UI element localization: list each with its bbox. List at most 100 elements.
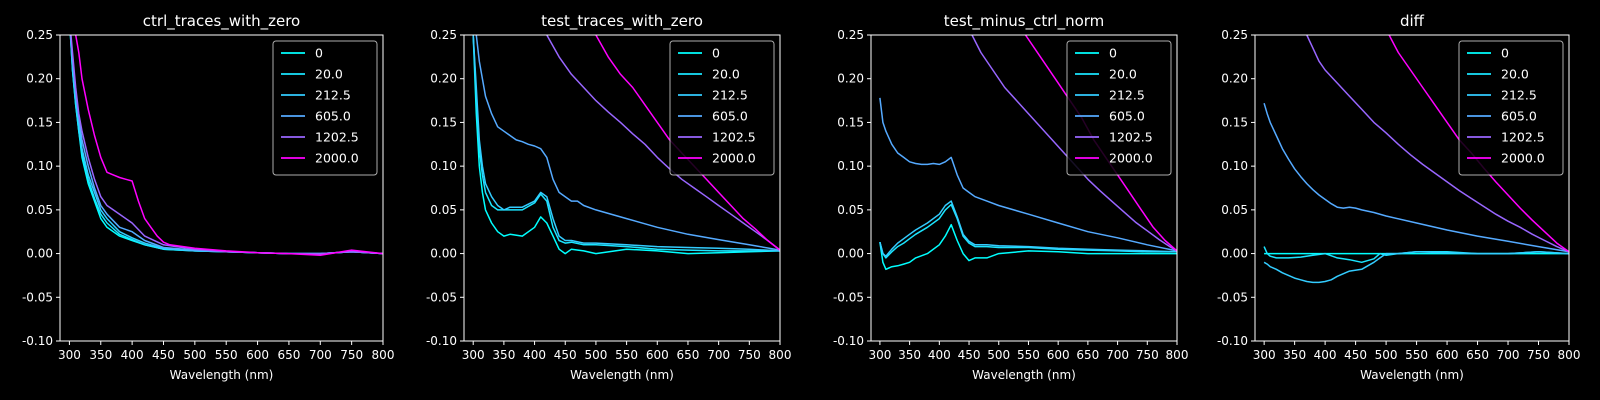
x-tick-label: 300 — [58, 348, 81, 362]
series-line-3 — [879, 97, 1177, 252]
x-tick-label: 350 — [492, 348, 515, 362]
x-tick-label: 750 — [1136, 348, 1159, 362]
y-tick-label: 0.25 — [837, 28, 864, 42]
x-tick-label: 500 — [987, 348, 1010, 362]
y-tick-label: 0.20 — [430, 72, 457, 86]
series-group — [69, 35, 383, 257]
y-tick-label: 0.00 — [26, 247, 53, 261]
y-tick-label: 0.15 — [1221, 115, 1248, 129]
legend-label: 605.0 — [1501, 109, 1537, 124]
x-tick-label: 400 — [928, 348, 951, 362]
x-tick-label: 600 — [246, 348, 269, 362]
legend-label: 0 — [315, 46, 323, 61]
x-tick-label: 750 — [340, 348, 363, 362]
x-axis-label: Wavelength (nm) — [170, 368, 274, 382]
x-tick-label: 350 — [898, 348, 921, 362]
chart-title: ctrl_traces_with_zero — [143, 12, 300, 31]
y-tick-label: 0.20 — [1221, 72, 1248, 86]
x-tick-label: 650 — [1076, 348, 1099, 362]
x-axis-label: Wavelength (nm) — [1360, 368, 1464, 382]
legend-label: 212.5 — [712, 88, 748, 103]
y-tick-label: 0.15 — [26, 115, 53, 129]
x-tick-label: 800 — [372, 348, 395, 362]
axes-frame — [1254, 34, 1570, 342]
x-tick-label: 800 — [1166, 348, 1189, 362]
x-tick-label: 800 — [769, 348, 792, 362]
legend-label: 20.0 — [712, 67, 740, 82]
y-tick-label: 0.10 — [430, 159, 457, 173]
y-tick-label: 0.10 — [26, 159, 53, 173]
x-tick-label: 450 — [958, 348, 981, 362]
x-axis-label: Wavelength (nm) — [570, 368, 674, 382]
y-tick-label: 0.00 — [1221, 247, 1248, 261]
x-tick-label: 450 — [152, 348, 175, 362]
series-line-0 — [472, 35, 780, 255]
y-tick-label: 0.05 — [26, 203, 53, 217]
chart-title: diff — [1400, 12, 1425, 30]
legend-label: 212.5 — [1109, 88, 1145, 103]
x-tick-label: 500 — [183, 348, 206, 362]
y-tick-label: 0.05 — [1221, 203, 1248, 217]
legend-label: 605.0 — [1109, 109, 1145, 124]
series-line-2 — [472, 35, 780, 252]
chart-panel-3: 300 350 400 450 500 550 600 650 700 750 800 -0.10 -0… — [833, 12, 1189, 382]
x-tick-label: 300 — [1253, 348, 1276, 362]
y-tick-label: -0.10 — [22, 334, 53, 348]
y-tick-label: -0.10 — [833, 334, 864, 348]
legend: 0 20.0 212.5 605.0 1202.5 2000.0 — [1066, 40, 1172, 176]
x-tick-label: 400 — [523, 348, 546, 362]
x-tick-label: 400 — [1314, 348, 1337, 362]
axes-frame — [463, 34, 781, 342]
series-group — [879, 35, 1177, 271]
series-line-1 — [879, 203, 1177, 259]
x-tick-label: 700 — [707, 348, 730, 362]
legend-label: 20.0 — [1109, 67, 1137, 82]
y-tick-label: 0.20 — [26, 72, 53, 86]
x-tick-label: 450 — [554, 348, 577, 362]
x-tick-label: 700 — [1497, 348, 1520, 362]
y-tick-label: 0.25 — [1221, 28, 1248, 42]
legend-label: 2000.0 — [712, 151, 756, 166]
legend-label: 212.5 — [1501, 88, 1537, 103]
x-tick-label: 600 — [1436, 348, 1459, 362]
y-tick-label: 0.15 — [430, 115, 457, 129]
chart-title: test_traces_with_zero — [541, 12, 703, 31]
y-tick-label: 0.25 — [430, 28, 457, 42]
y-tick-label: -0.10 — [1217, 334, 1248, 348]
x-tick-label: 300 — [462, 348, 485, 362]
x-tick-label: 550 — [215, 348, 238, 362]
x-tick-label: 300 — [868, 348, 891, 362]
legend-label: 605.0 — [712, 109, 748, 124]
chart-title: test_minus_ctrl_norm — [944, 12, 1105, 31]
legend-label: 0 — [1109, 46, 1117, 61]
series-line-1 — [472, 35, 780, 252]
legend-label: 1202.5 — [1109, 130, 1153, 145]
x-tick-label: 550 — [1405, 348, 1428, 362]
x-tick-label: 350 — [1283, 348, 1306, 362]
legend: 0 20.0 212.5 605.0 1202.5 2000.0 — [272, 40, 378, 176]
y-tick-label: 0.05 — [837, 203, 864, 217]
x-tick-label: 650 — [1466, 348, 1489, 362]
chart-panel-1: 300 350 400 450 500 550 600 650 700 750 800 -0.10 -0… — [22, 12, 395, 382]
y-tick-label: 0.10 — [837, 159, 864, 173]
series-line-5 — [74, 35, 383, 257]
y-tick-label: 0.00 — [430, 247, 457, 261]
x-tick-label: 600 — [1047, 348, 1070, 362]
y-tick-label: -0.10 — [426, 334, 457, 348]
legend-label: 2000.0 — [315, 151, 359, 166]
legend-label: 0 — [712, 46, 720, 61]
x-tick-label: 400 — [121, 348, 144, 362]
series-line-2 — [879, 200, 1177, 257]
axes-frame — [59, 34, 384, 342]
legend-label: 212.5 — [315, 88, 351, 103]
legend-label: 1202.5 — [1501, 130, 1545, 145]
legend-label: 20.0 — [1501, 67, 1529, 82]
legend-label: 0 — [1501, 46, 1509, 61]
y-tick-label: -0.05 — [1217, 290, 1248, 304]
series-line-2 — [1263, 251, 1569, 284]
y-tick-label: 0.20 — [837, 72, 864, 86]
series-line-0 — [879, 223, 1177, 271]
x-tick-label: 650 — [677, 348, 700, 362]
series-line-1 — [1263, 246, 1569, 264]
